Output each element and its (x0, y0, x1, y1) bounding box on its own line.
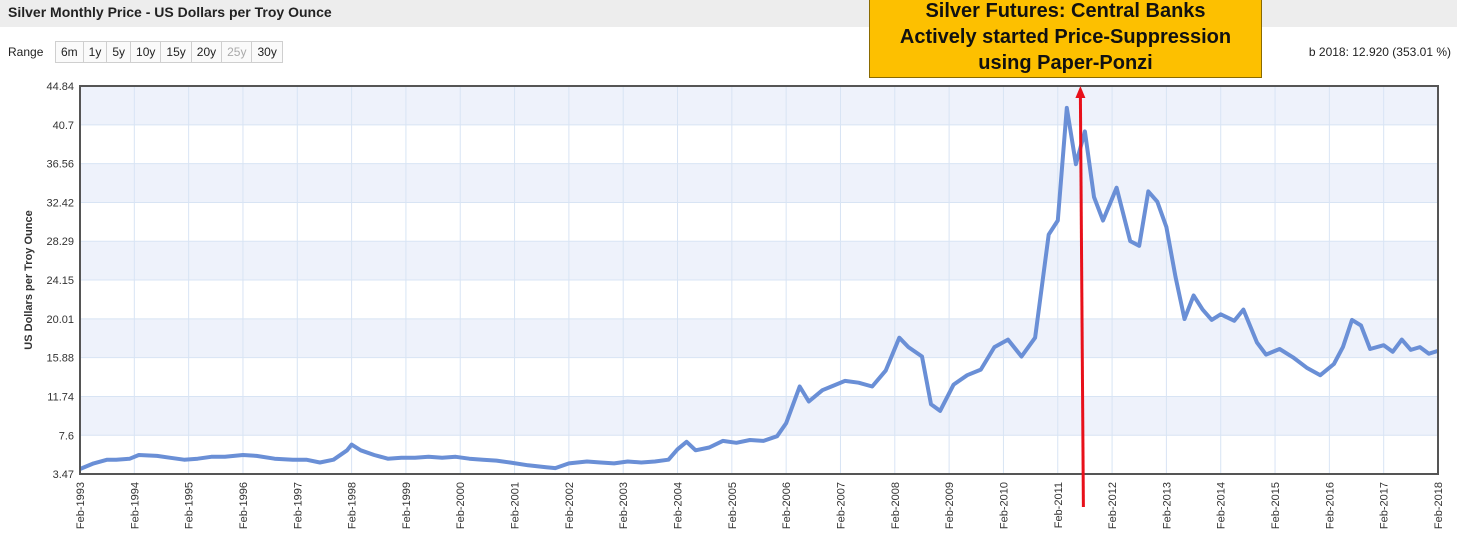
y-tick-label: 28.29 (46, 236, 74, 248)
x-tick-label: Feb-2009 (944, 482, 956, 529)
x-tick-label: Feb-1993 (75, 482, 87, 529)
x-tick-label: Feb-2007 (836, 482, 848, 529)
y-tick-label: 15.88 (46, 353, 74, 365)
chart-title: Silver Monthly Price - US Dollars per Tr… (8, 4, 332, 20)
range-button-group: 6m 1y 5y 10y 15y 20y 25y 30y (55, 41, 283, 63)
range-selector: Range 6m 1y 5y 10y 15y 20y 25y 30y b 201… (0, 38, 1457, 66)
y-tick-label: 40.7 (53, 120, 74, 132)
range-label: Range (8, 45, 44, 59)
x-tick-label: Feb-2015 (1270, 482, 1282, 529)
x-tick-label: Feb-1998 (347, 482, 359, 529)
x-tick-label: Feb-1999 (401, 482, 413, 529)
x-tick-label: Feb-1997 (292, 482, 304, 529)
range-change-info: b 2018: 12.920 (353.01 %) (1308, 45, 1451, 59)
x-tick-label: Feb-1996 (238, 482, 250, 529)
chart-band (80, 396, 1438, 436)
annotation-arrow (1078, 95, 1085, 508)
x-tick-label: Feb-2005 (727, 482, 739, 529)
annotation-line-3: using Paper-Ponzi (978, 52, 1153, 74)
x-tick-label: Feb-2003 (618, 482, 630, 529)
plot-frame (79, 85, 1439, 475)
x-tick-label: Feb-2012 (1107, 482, 1119, 529)
x-tick-label: Feb-2002 (564, 482, 576, 529)
chart-band (80, 163, 1438, 203)
y-tick-label: 20.01 (46, 314, 74, 326)
chart-bands (80, 86, 1438, 436)
x-tick-label: Feb-2016 (1324, 482, 1336, 529)
silver-price-line (79, 105, 1439, 471)
range-button-10y[interactable]: 10y (130, 41, 161, 63)
range-button-20y[interactable]: 20y (190, 41, 222, 63)
chart-grid (79, 85, 1439, 475)
range-button-30y[interactable]: 30y (251, 41, 283, 63)
chart-band (80, 318, 1438, 358)
chart-band (80, 241, 1438, 281)
annotation-arrow-head (1075, 86, 1086, 98)
x-tick-label: Feb-2013 (1161, 482, 1173, 529)
annotation-box: Silver Futures: Central Banks Actively s… (869, 0, 1262, 78)
y-tick-label: 3.47 (53, 469, 74, 481)
y-tick-label: 7.6 (59, 430, 74, 442)
x-tick-label: Feb-1995 (184, 482, 196, 529)
x-tick-label: Feb-2010 (998, 482, 1010, 529)
x-axis-ticks: Feb-1993 Feb-1994 Feb-1995 Feb-1996 Feb-1997… (75, 482, 1445, 529)
x-tick-label: Feb-2008 (890, 482, 902, 529)
range-button-1y[interactable]: 1y (82, 41, 107, 63)
y-tick-label: 32.42 (46, 197, 74, 209)
x-tick-label: Feb-2017 (1379, 482, 1391, 529)
y-axis-label: US Dollars per Troy Ounce (23, 210, 35, 349)
y-axis-ticks: 3.47 7.6 11.74 15.88 20.01 24.15 28.29 32.42 36.… (46, 81, 74, 481)
y-tick-label: 44.84 (46, 81, 74, 93)
x-tick-label: Feb-1994 (129, 482, 141, 529)
x-tick-label: Feb-2004 (673, 482, 685, 529)
annotation-line-2: Actively started Price-Suppression (899, 26, 1232, 48)
x-tick-label: Feb-2000 (455, 482, 467, 529)
chart-band (80, 86, 1438, 125)
x-tick-label: Feb-2014 (1216, 482, 1228, 529)
annotation-line-1: Silver Futures: Central Banks (925, 0, 1206, 22)
y-tick-label: 11.74 (47, 391, 74, 403)
x-tick-label: Feb-2011 (1053, 482, 1065, 528)
y-tick-label: 24.15 (46, 275, 74, 287)
x-tick-label: Feb-2001 (510, 482, 522, 529)
x-tick-label: Feb-2006 (781, 482, 793, 529)
range-button-5y[interactable]: 5y (106, 41, 131, 63)
range-button-6m[interactable]: 6m (55, 41, 83, 63)
range-button-25y: 25y (221, 41, 252, 63)
y-tick-label: 36.56 (46, 159, 74, 171)
x-tick-label: Feb-2018 (1433, 482, 1445, 529)
range-button-15y[interactable]: 15y (160, 41, 191, 63)
